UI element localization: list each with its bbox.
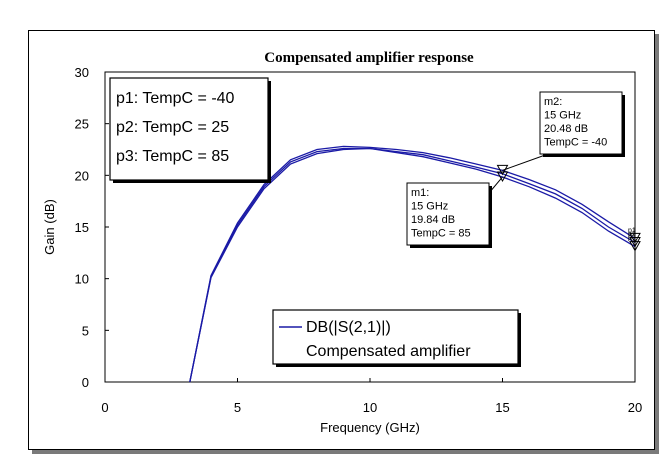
marker-symbol — [496, 171, 509, 183]
marker-text: 15 GHz — [544, 110, 581, 122]
series-line-p1 — [189, 145, 636, 383]
marker-text: TempC = -40 — [544, 137, 607, 149]
y-tick-label: 15 — [75, 220, 89, 235]
marker-text: 19.84 dB — [411, 214, 455, 226]
end-marker-label: p3 — [628, 235, 636, 242]
parameter-label: p1: TempC = -40 — [116, 90, 235, 107]
x-tick-label: 20 — [628, 400, 642, 415]
series-line-p2 — [189, 147, 636, 383]
y-tick-label: 20 — [75, 168, 89, 183]
parameter-box: p1: TempC = -40 p2: TempC = 25 p3: TempC =… — [109, 77, 271, 183]
legend-entry: DB(|S(2,1)|) — [306, 319, 391, 336]
y-tick-label: 10 — [75, 272, 89, 287]
x-tick-label: 5 — [234, 400, 241, 415]
marker-text: 15 GHz — [411, 201, 448, 213]
x-tick-label: 15 — [495, 400, 509, 415]
marker-text: 20.48 dB — [544, 123, 588, 135]
x-tick-label: 10 — [363, 400, 377, 415]
y-tick-label: 0 — [82, 375, 89, 390]
parameter-label: p3: TempC = 85 — [116, 148, 229, 165]
legend: DB(|S(2,1)|) Compensated amplifier — [272, 309, 521, 367]
end-marker-symbol — [629, 241, 641, 252]
y-tick-label: 5 — [82, 323, 89, 338]
end-marker-label: p2 — [628, 231, 636, 238]
end-marker-label: p1 — [628, 227, 636, 234]
marker-text: m1: — [411, 187, 429, 199]
y-axis-label: Gain (dB) — [42, 199, 57, 255]
marker-symbol — [496, 164, 509, 176]
legend-subtitle: Compensated amplifier — [306, 343, 471, 360]
marker-text: TempC = 85 — [411, 228, 471, 240]
y-tick-label: 30 — [75, 65, 89, 80]
y-tick-label: 25 — [75, 117, 89, 132]
x-tick-label: 0 — [101, 400, 108, 415]
chart-title: Compensated amplifier response — [264, 50, 474, 66]
marker-text: m2: — [544, 96, 562, 108]
x-axis-label: Frequency (GHz) — [320, 420, 420, 435]
parameter-label: p2: TempC = 25 — [116, 119, 229, 136]
series-line-p3 — [189, 147, 636, 383]
